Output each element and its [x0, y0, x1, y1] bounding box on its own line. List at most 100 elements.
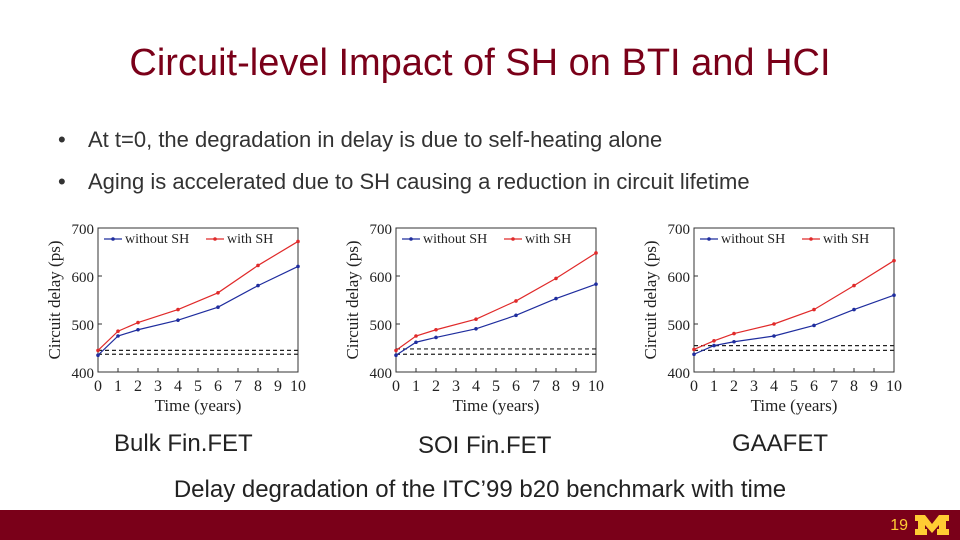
data-point	[712, 343, 716, 348]
chart-soi-finfet: 400 500 600 700 0 1 2 3 4 5 6 7 8 9 10 Time (years) Circ…	[338, 212, 618, 424]
x-tick-label: 4	[472, 378, 480, 395]
data-point	[594, 282, 598, 286]
data-point	[732, 331, 736, 336]
data-point	[852, 283, 856, 288]
legend-label: without SH	[721, 232, 785, 247]
x-tick-label: 6	[810, 378, 818, 395]
data-point	[554, 296, 558, 301]
figure-caption: Delay degradation of the ITC’99 b20 benc…	[173, 476, 787, 503]
y-tick-label: 600	[72, 270, 95, 286]
y-tick-label: 700	[72, 222, 95, 238]
x-tick-label: 10	[886, 378, 902, 395]
data-point	[434, 335, 438, 340]
slide-title: Circuit-level Impact of SH on BTI and HC…	[129, 42, 831, 84]
bullet-list: At t=0, the degradation in delay is due …	[58, 122, 750, 206]
legend-marker	[111, 237, 115, 241]
chart-svg-soi-finfet: 400 500 600 700 0 1 2 3 4 5 6 7 8 9 10 Time (years) Circ…	[343, 222, 604, 415]
y-tick-label: 700	[370, 222, 393, 238]
legend-marker	[809, 237, 813, 241]
data-point	[772, 322, 776, 326]
x-tick-label: 3	[154, 378, 162, 395]
data-point	[692, 352, 696, 357]
data-point	[216, 305, 220, 309]
y-tick-label: 700	[668, 222, 691, 238]
data-point	[256, 263, 260, 268]
x-tick-label: 9	[274, 378, 282, 395]
chart-bulk-finfet: 400 500 600 700 0 1 2 3 4 5 6 7 8 9 10 Time (years) Circ…	[40, 212, 320, 424]
chart-label-gaafet: GAAFET	[732, 430, 829, 457]
legend-label: without SH	[125, 232, 189, 247]
x-tick-label: 9	[870, 378, 878, 395]
plot-frame	[97, 227, 299, 373]
page-number: 19	[890, 517, 908, 534]
data-point	[96, 353, 100, 357]
y-tick-label: 400	[668, 366, 691, 382]
data-point	[256, 283, 260, 288]
data-point	[394, 353, 398, 357]
x-tick-label: 5	[790, 378, 798, 395]
data-point	[434, 327, 438, 332]
data-point	[594, 251, 598, 255]
chart-label-bulk-finfet: Bulk Fin.FET	[114, 430, 253, 457]
y-tick-label: 500	[668, 318, 691, 334]
legend-marker	[511, 237, 515, 241]
x-tick-label: 1	[114, 378, 122, 395]
data-point	[554, 276, 558, 281]
data-point	[712, 339, 716, 343]
x-tick-label: 8	[552, 378, 560, 395]
chart-svg-gaafet: 400 500 600 700 0 1 2 3 4 5 6 7 8 9 10 Time (years) Circ…	[641, 222, 902, 415]
x-axis-label: Time (years)	[453, 396, 540, 415]
data-point	[96, 348, 100, 353]
data-point	[296, 264, 300, 269]
x-tick-label: 10	[588, 378, 604, 395]
data-point	[812, 307, 816, 312]
y-tick-label: 500	[72, 318, 95, 334]
plot-frame	[395, 227, 597, 373]
x-tick-label: 7	[234, 378, 242, 395]
data-point	[812, 323, 816, 328]
data-point	[116, 334, 120, 338]
data-point	[116, 329, 120, 333]
data-point	[514, 299, 518, 303]
x-tick-label: 10	[290, 378, 306, 395]
x-tick-label: 2	[432, 378, 440, 395]
legend-marker	[707, 237, 711, 241]
plot-frame	[693, 227, 895, 373]
chart-label-soi-finfet: SOI Fin.FET	[418, 432, 552, 459]
x-tick-label: 5	[194, 378, 202, 395]
x-tick-label: 1	[412, 378, 420, 395]
university-logo-icon	[915, 515, 949, 535]
x-axis-label: Time (years)	[751, 396, 838, 415]
y-tick-label: 600	[668, 270, 691, 286]
legend-label: with SH	[823, 232, 869, 247]
data-point	[474, 327, 478, 331]
y-tick-label: 400	[370, 366, 393, 382]
y-tick-label: 400	[72, 366, 95, 382]
bullet-item: Aging is accelerated due to SH causing a…	[58, 164, 750, 206]
legend-label: without SH	[423, 232, 487, 247]
x-tick-label: 7	[830, 378, 838, 395]
data-point	[136, 320, 140, 325]
legend-label: with SH	[227, 232, 273, 247]
legend-marker	[213, 237, 217, 241]
y-tick-label: 600	[370, 270, 393, 286]
y-axis-label: Circuit delay (ps)	[45, 241, 64, 360]
data-point	[772, 334, 776, 338]
x-tick-label: 8	[254, 378, 262, 395]
data-point	[414, 334, 418, 338]
x-tick-label: 6	[214, 378, 222, 395]
data-point	[414, 340, 418, 345]
x-tick-label: 9	[572, 378, 580, 395]
x-tick-label: 2	[730, 378, 738, 395]
y-axis-label: Circuit delay (ps)	[641, 241, 660, 360]
data-point	[176, 318, 180, 322]
x-tick-label: 1	[710, 378, 718, 395]
data-point	[394, 348, 398, 353]
data-point	[216, 291, 220, 295]
data-point	[296, 239, 300, 244]
data-point	[892, 293, 896, 297]
x-tick-label: 8	[850, 378, 858, 395]
data-point	[852, 307, 856, 312]
data-point	[892, 258, 896, 263]
x-tick-label: 6	[512, 378, 520, 395]
